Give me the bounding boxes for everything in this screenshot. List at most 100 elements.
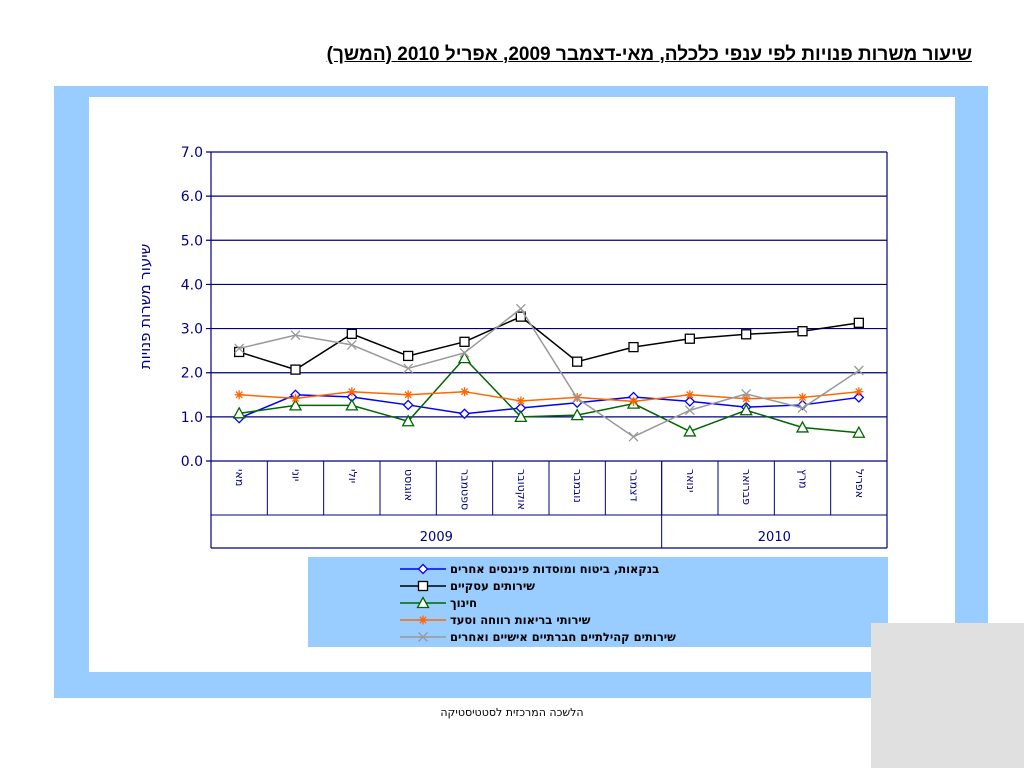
data-point bbox=[402, 399, 414, 411]
data-point bbox=[570, 408, 584, 421]
x-tick-label: אוגוסט bbox=[402, 469, 415, 501]
legend-item: בנקאות, ביטוח ומוסדות פיננסים אחרים bbox=[400, 562, 659, 576]
data-point bbox=[290, 364, 301, 375]
x-tick-label: אוקטובר bbox=[515, 469, 528, 510]
series-4 bbox=[234, 387, 864, 406]
series-line bbox=[238, 394, 859, 419]
data-point bbox=[739, 403, 753, 416]
data-point bbox=[460, 387, 469, 397]
y-tick-label: 5.0 bbox=[181, 233, 203, 249]
x-tick-label: ינואר bbox=[684, 469, 697, 492]
series-5 bbox=[234, 303, 864, 442]
x-tick-label: פברואר bbox=[740, 469, 753, 505]
data-point bbox=[417, 563, 429, 575]
data-point bbox=[685, 390, 695, 400]
data-point bbox=[797, 403, 808, 413]
data-point bbox=[515, 303, 526, 314]
data-point bbox=[403, 350, 414, 362]
data-point bbox=[853, 392, 865, 403]
y-tick-label: 2.0 bbox=[181, 366, 203, 382]
data-point bbox=[288, 398, 303, 411]
data-point bbox=[345, 398, 359, 411]
data-point bbox=[516, 396, 526, 406]
x-tick-label: אפריל bbox=[853, 469, 866, 498]
legend-label: שירותים עסקיים bbox=[450, 579, 535, 593]
legend-label: שירותים קהילתיים חברתיים אישיים ואחרים bbox=[450, 630, 676, 644]
data-point bbox=[403, 363, 414, 374]
data-point bbox=[418, 632, 428, 642]
x-tick-label: יוני bbox=[290, 469, 303, 481]
page-title: שיעור משרות פנויות לפי ענפי כלכלה, מאי-ד… bbox=[326, 44, 972, 65]
x-tick-label: נובמבר bbox=[571, 469, 584, 503]
data-point bbox=[346, 339, 357, 350]
data-point bbox=[797, 326, 808, 337]
data-point bbox=[741, 329, 752, 340]
legend-label: שירותי בריאות רווחה וסעד bbox=[450, 613, 591, 627]
data-point bbox=[684, 405, 695, 416]
series-line bbox=[239, 390, 859, 403]
data-point bbox=[628, 431, 639, 442]
series-line bbox=[238, 307, 860, 438]
data-point bbox=[572, 356, 583, 367]
year-label: 2009 bbox=[420, 530, 453, 545]
y-axis-label: שיעור משרות פנויות bbox=[136, 244, 154, 369]
data-point bbox=[291, 393, 300, 403]
data-point bbox=[853, 365, 864, 376]
data-point bbox=[628, 341, 639, 353]
data-point bbox=[514, 410, 528, 423]
y-tick-label: 7.0 bbox=[181, 145, 203, 161]
y-tick-label: 3.0 bbox=[181, 322, 203, 338]
year-label: 2010 bbox=[758, 530, 791, 545]
series-2 bbox=[234, 311, 864, 375]
y-tick-label: 6.0 bbox=[181, 189, 203, 205]
footer-text: הלשכה המרכזית לסטטיסטיקה bbox=[440, 706, 584, 719]
data-point bbox=[798, 392, 807, 402]
legend-item: שירותי בריאות רווחה וסעד bbox=[400, 613, 591, 627]
data-point bbox=[403, 390, 413, 400]
x-tick-label: יולי bbox=[346, 469, 359, 483]
data-point bbox=[459, 347, 470, 358]
x-tick-label: דצמבר bbox=[628, 469, 641, 502]
data-point bbox=[741, 394, 751, 404]
data-point bbox=[853, 317, 864, 328]
data-point bbox=[683, 424, 697, 437]
data-point bbox=[401, 414, 415, 427]
data-point bbox=[795, 420, 810, 433]
legend-label: בנקאות, ביטוח ומוסדות פיננסים אחרים bbox=[450, 562, 659, 576]
data-point bbox=[852, 425, 866, 438]
y-tick-label: 4.0 bbox=[181, 277, 203, 293]
data-point bbox=[234, 346, 245, 358]
data-point bbox=[418, 615, 428, 625]
x-tick-label: מרץ bbox=[797, 469, 810, 489]
data-point bbox=[459, 408, 470, 420]
data-point bbox=[416, 596, 430, 609]
y-tick-label: 1.0 bbox=[181, 410, 203, 426]
data-point bbox=[572, 393, 583, 404]
legend-item: שירותים עסקיים bbox=[400, 579, 535, 593]
data-point bbox=[459, 336, 470, 347]
corner-decoration bbox=[871, 623, 1024, 768]
legend-label: חינוך bbox=[450, 596, 477, 610]
data-point bbox=[347, 387, 357, 397]
legend-item: שירותים קהילתיים חברתיים אישיים ואחרים bbox=[400, 630, 676, 644]
legend-box bbox=[308, 557, 888, 647]
series-line bbox=[238, 315, 859, 371]
data-point bbox=[854, 387, 864, 397]
data-point bbox=[346, 328, 357, 340]
series-line bbox=[239, 357, 859, 434]
data-point bbox=[741, 388, 752, 399]
legend-item: חינוך bbox=[400, 596, 477, 610]
data-point bbox=[684, 395, 696, 407]
data-point bbox=[457, 351, 472, 364]
data-point bbox=[290, 330, 301, 341]
data-point bbox=[684, 333, 695, 344]
y-tick-label: 0.0 bbox=[181, 454, 203, 470]
data-point bbox=[234, 390, 244, 400]
x-tick-label: מאי bbox=[233, 469, 246, 486]
data-point bbox=[629, 396, 638, 406]
series-3 bbox=[232, 351, 866, 438]
data-point bbox=[232, 406, 246, 419]
data-point bbox=[417, 580, 429, 592]
x-tick-label: ספטמבר bbox=[459, 469, 472, 510]
